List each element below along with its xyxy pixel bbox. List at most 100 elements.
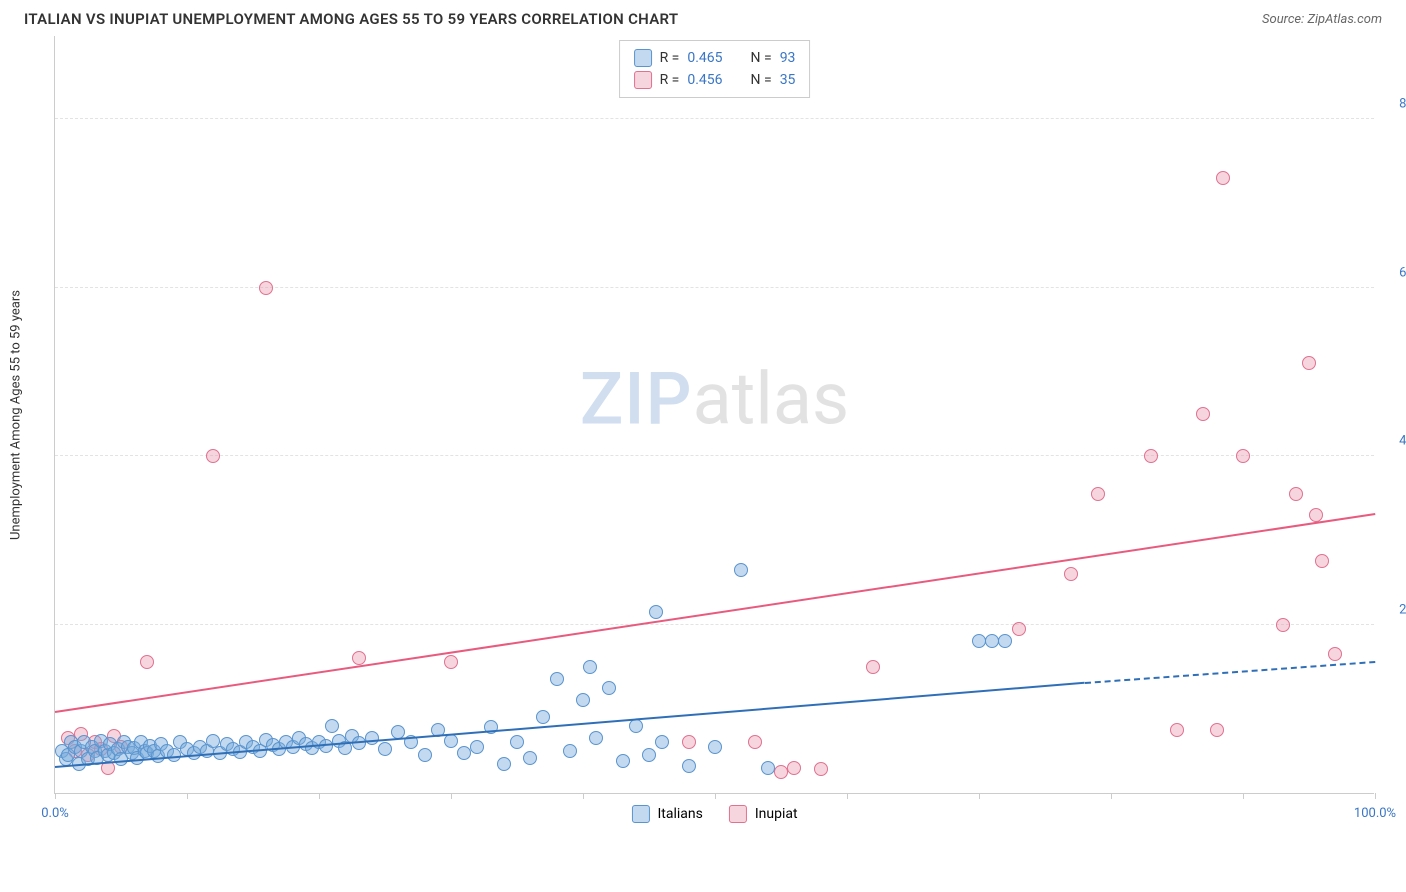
italians-point <box>510 735 524 749</box>
y-tick-label: 60.0% <box>1399 265 1406 280</box>
gridline <box>55 455 1374 456</box>
legend-swatch <box>634 71 652 89</box>
legend-r-value: 0.465 <box>687 50 722 66</box>
watermark: ZIPatlas <box>580 357 849 442</box>
inupiat-point <box>1196 407 1210 421</box>
legend-swatch <box>631 805 649 823</box>
italians-point <box>649 605 663 619</box>
legend-r-label: R = <box>660 72 680 88</box>
inupiat-point <box>814 762 828 776</box>
chart-title: ITALIAN VS INUPIAT UNEMPLOYMENT AMONG AG… <box>24 10 678 28</box>
x-tick <box>187 793 188 799</box>
italians-point <box>325 719 339 733</box>
series-legend-label: Italians <box>657 806 702 822</box>
italians-point <box>536 710 550 724</box>
y-tick-label: 20.0% <box>1399 602 1406 617</box>
x-tick-label: 0.0% <box>41 806 69 821</box>
inupiat-point <box>1328 647 1342 661</box>
gridline <box>55 118 1374 119</box>
inupiat-point <box>1315 554 1329 568</box>
inupiat-point <box>1012 622 1026 636</box>
inupiat-point <box>444 655 458 669</box>
italians-point <box>470 740 484 754</box>
italians-point <box>457 746 471 760</box>
legend-row: R = 0.456 N = 35 <box>634 69 796 91</box>
x-tick <box>847 793 848 799</box>
series-legend-item: Italians <box>631 805 702 823</box>
italians-point <box>378 742 392 756</box>
correlation-legend: R = 0.465 N = 93 R = 0.456 N = 35 <box>619 40 811 98</box>
x-tick <box>1111 793 1112 799</box>
x-tick <box>1243 793 1244 799</box>
inupiat-point <box>1144 449 1158 463</box>
italians-point <box>642 748 656 762</box>
legend-r-label: R = <box>660 50 680 66</box>
inupiat-point <box>206 449 220 463</box>
legend-n-value: 93 <box>780 50 796 66</box>
inupiat-point <box>1216 171 1230 185</box>
inupiat-point <box>140 655 154 669</box>
italians-point <box>761 761 775 775</box>
inupiat-point <box>1210 723 1224 737</box>
italians-point <box>523 751 537 765</box>
legend-n-label: N = <box>751 72 772 88</box>
italians-point <box>576 693 590 707</box>
legend-n-value: 35 <box>780 72 796 88</box>
legend-swatch <box>729 805 747 823</box>
source-prefix: Source: <box>1262 12 1307 27</box>
italians-point <box>616 754 630 768</box>
x-tick <box>979 793 980 799</box>
chart-area: Unemployment Among Ages 55 to 59 years Z… <box>24 36 1382 794</box>
inupiat-trendline <box>55 513 1375 713</box>
italians-point <box>365 731 379 745</box>
inupiat-point <box>1091 487 1105 501</box>
inupiat-point <box>1064 567 1078 581</box>
italians-point <box>589 731 603 745</box>
source-attribution: Source: ZipAtlas.com <box>1262 12 1382 27</box>
italians-point <box>602 681 616 695</box>
legend-row: R =0.465N =93 <box>634 47 796 69</box>
inupiat-point <box>1236 449 1250 463</box>
y-tick-label: 40.0% <box>1399 434 1406 449</box>
x-tick <box>319 793 320 799</box>
inupiat-point <box>748 735 762 749</box>
x-tick-label: 100.0% <box>1354 806 1396 821</box>
inupiat-point <box>774 765 788 779</box>
legend-swatch <box>634 49 652 67</box>
y-axis-label: Unemployment Among Ages 55 to 59 years <box>9 290 24 540</box>
italians-point <box>583 660 597 674</box>
italians-point <box>682 759 696 773</box>
italians-point <box>734 563 748 577</box>
italians-point <box>563 744 577 758</box>
series-legend-label: Inupiat <box>755 806 798 822</box>
italians-point <box>550 672 564 686</box>
inupiat-point <box>866 660 880 674</box>
series-legend-item: Inupiat <box>729 805 798 823</box>
watermark-zip: ZIP <box>580 357 693 442</box>
inupiat-point <box>1289 487 1303 501</box>
watermark-atlas: atlas <box>693 357 850 442</box>
gridline <box>55 624 1374 625</box>
x-tick <box>55 793 56 799</box>
gridline <box>55 287 1374 288</box>
italians-point <box>998 634 1012 648</box>
inupiat-point <box>259 281 273 295</box>
y-tick-label: 80.0% <box>1399 97 1406 112</box>
inupiat-point <box>1276 618 1290 632</box>
inupiat-point <box>352 651 366 665</box>
inupiat-point <box>787 761 801 775</box>
legend-r-value: 0.456 <box>687 72 722 88</box>
italians-point <box>708 740 722 754</box>
series-legend: Italians Inupiat <box>631 805 797 823</box>
italians-point <box>655 735 669 749</box>
source-name: ZipAtlas.com <box>1307 12 1382 27</box>
x-tick <box>583 793 584 799</box>
italians-point <box>985 634 999 648</box>
inupiat-point <box>1170 723 1184 737</box>
chart-header: ITALIAN VS INUPIAT UNEMPLOYMENT AMONG AG… <box>0 0 1406 36</box>
italians-point <box>418 748 432 762</box>
italians-trendline-dashed <box>1085 660 1376 683</box>
italians-point <box>497 757 511 771</box>
scatter-plot: ZIPatlas R =0.465N =93R =0.456N =35 Ital… <box>54 36 1374 794</box>
x-tick <box>1375 793 1376 799</box>
